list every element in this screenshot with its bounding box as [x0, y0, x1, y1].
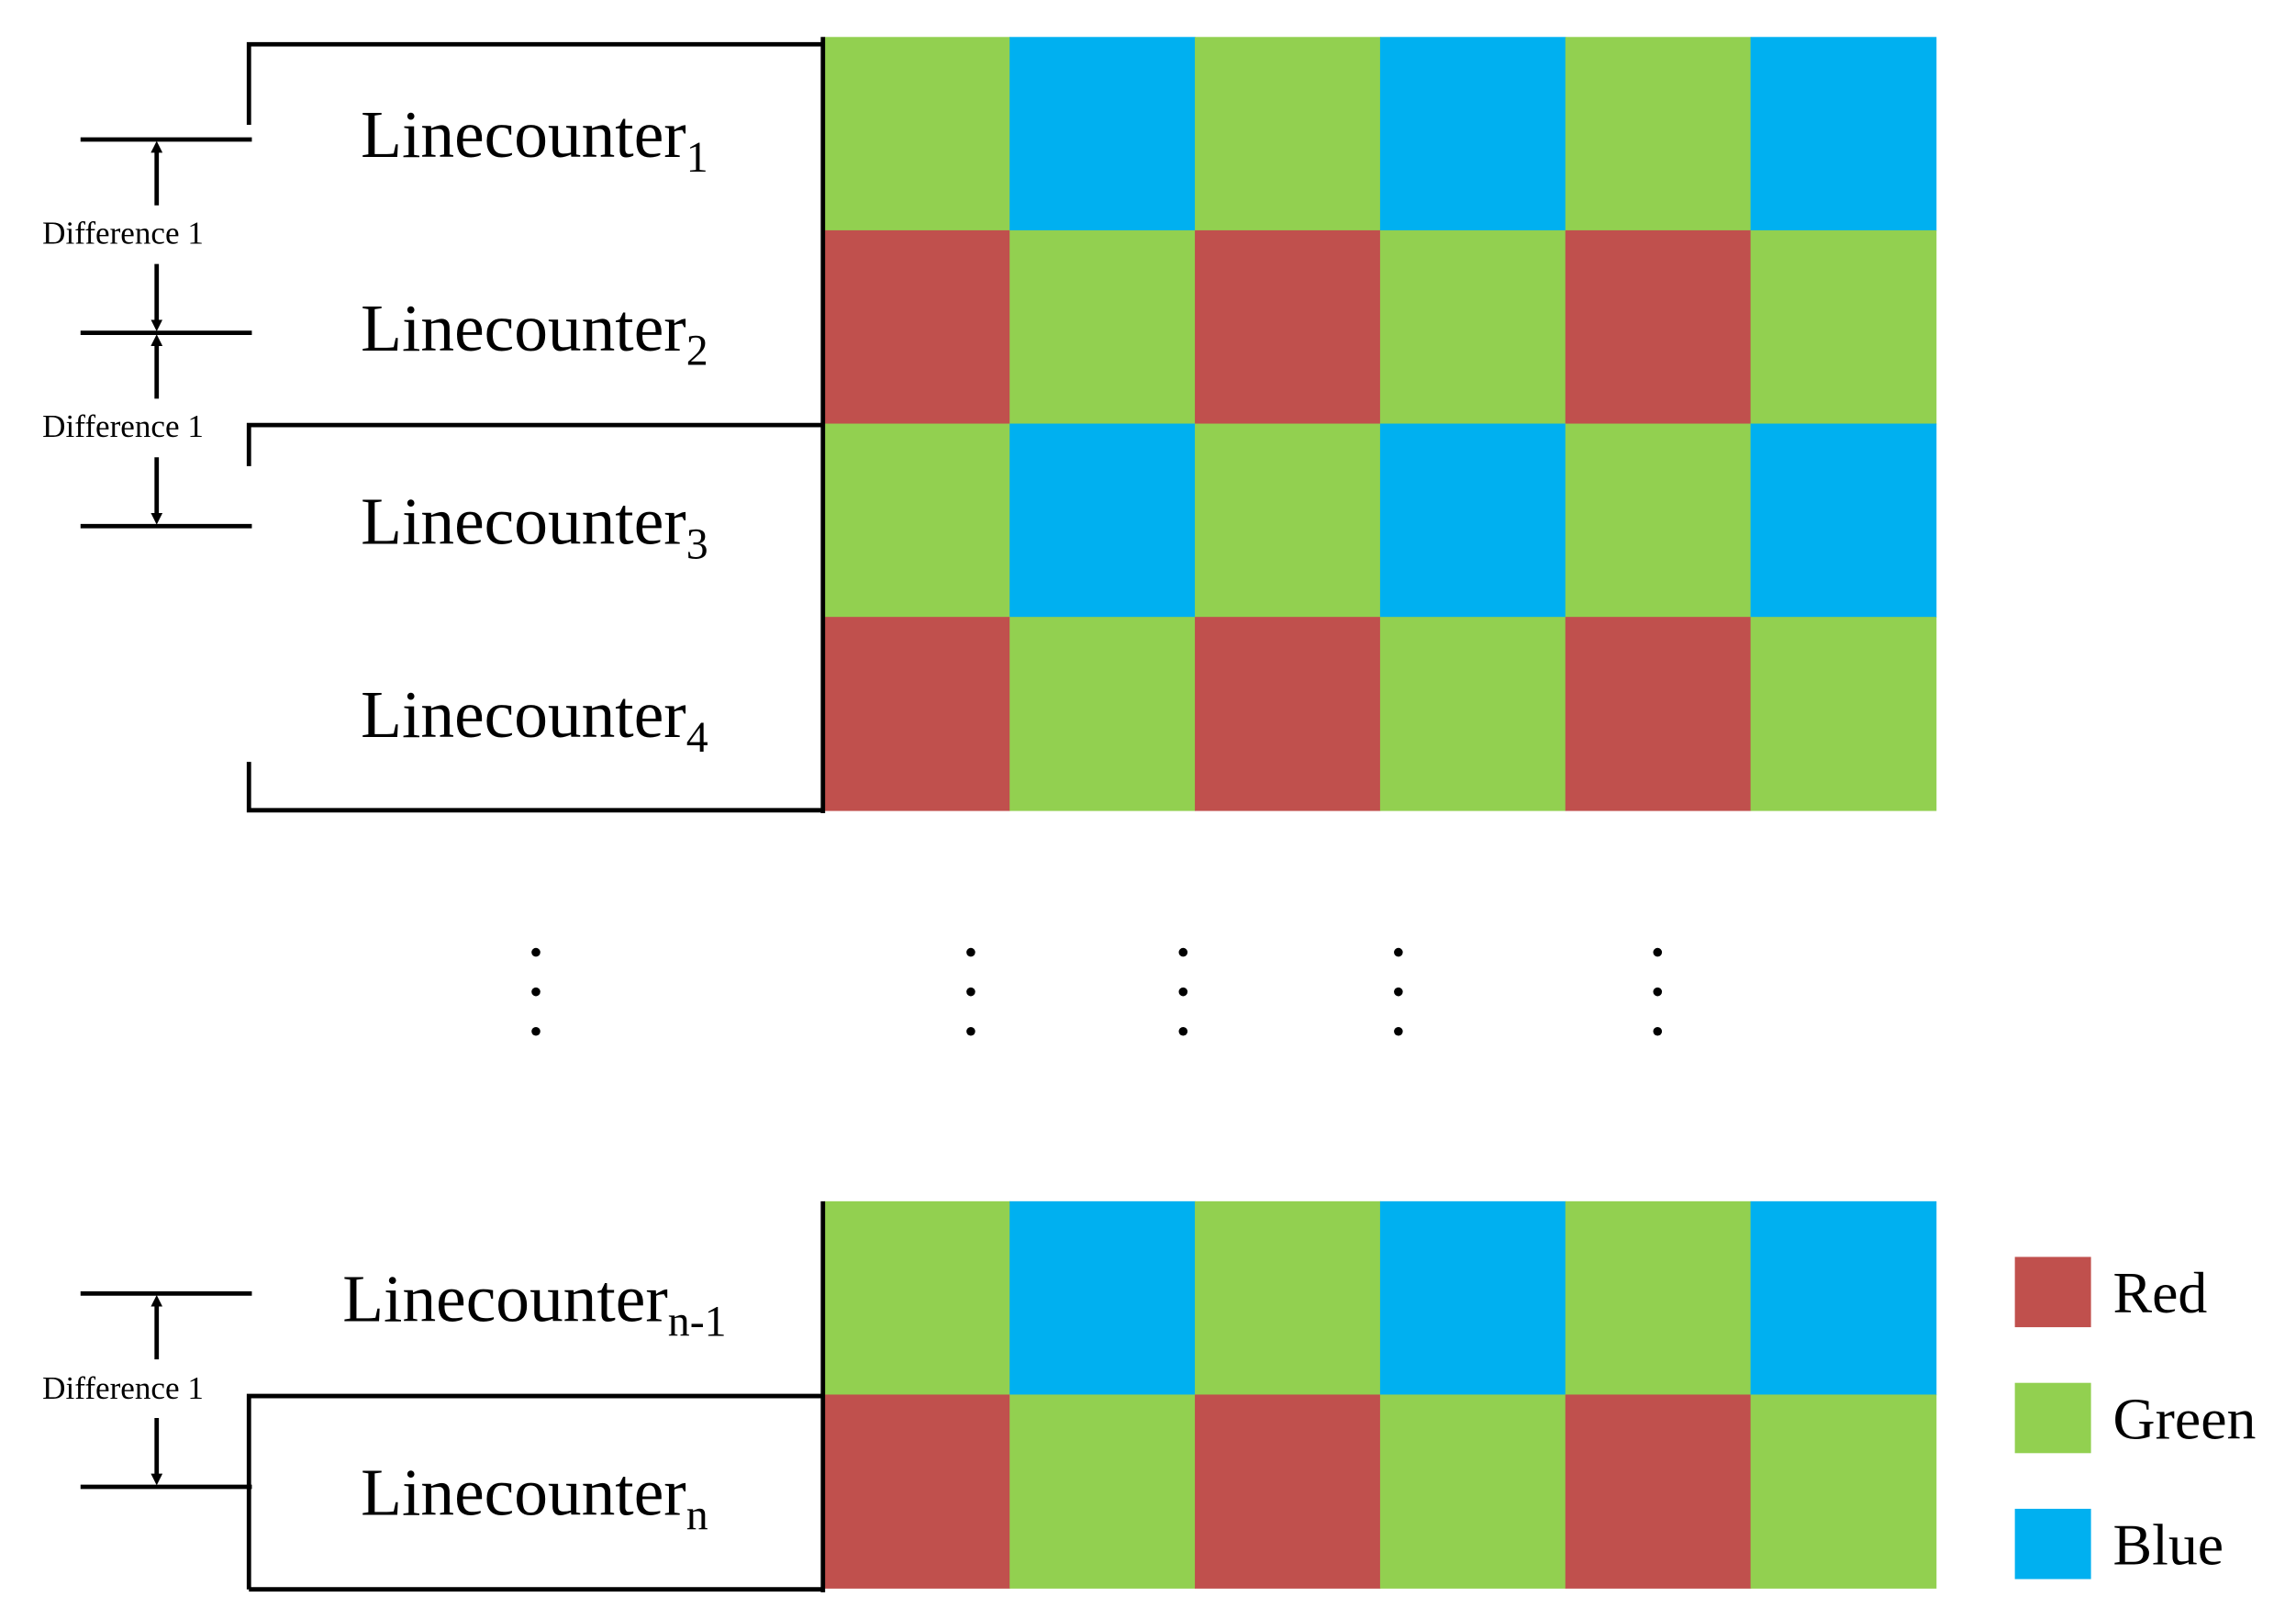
- dot: [966, 987, 975, 997]
- label-subscript: n-1: [668, 1298, 727, 1346]
- legend-swatch: [2014, 1508, 2091, 1580]
- pixel: [824, 617, 1011, 811]
- row-label: Linecounter2: [361, 291, 708, 375]
- row-label: Linecountern: [361, 1455, 708, 1539]
- difference-label: Difference 1: [42, 408, 204, 444]
- dot: [531, 1026, 541, 1036]
- pixel: [1195, 617, 1381, 811]
- pixel: [1195, 1200, 1381, 1396]
- difference-label: Difference 1: [42, 1370, 204, 1406]
- label-text: Linecounter: [361, 291, 686, 365]
- difference-label: Difference 1: [42, 215, 204, 251]
- pixel: [1750, 1394, 1937, 1589]
- dot: [966, 1026, 975, 1036]
- pixel: [1565, 1394, 1752, 1589]
- pixel: [1750, 37, 1937, 231]
- legend-swatch: [2014, 1382, 2091, 1454]
- dot: [1178, 1026, 1188, 1036]
- dot: [1394, 947, 1403, 957]
- row-label: Linecounter1: [361, 97, 708, 182]
- row-labels: Linecounter1Linecounter2Linecounter3Line…: [342, 97, 726, 1539]
- row-label: Linecountern-1: [342, 1262, 726, 1346]
- label-brackets: [246, 37, 826, 1592]
- pixel: [824, 1200, 1011, 1396]
- pixel: [1565, 423, 1752, 618]
- dot: [1653, 947, 1663, 957]
- pixel: [1379, 1394, 1566, 1589]
- pixel: [824, 37, 1011, 231]
- legend-label: Blue: [2113, 1513, 2224, 1578]
- label-subscript: n: [686, 1491, 708, 1539]
- legend-label: Red: [2113, 1260, 2208, 1325]
- pixel: [1750, 229, 1937, 425]
- row-label: Linecounter3: [361, 484, 708, 568]
- pixel: [1379, 1200, 1566, 1396]
- legend-swatch: [2014, 1256, 2091, 1328]
- legend-label: Green: [2113, 1386, 2257, 1451]
- row-label: Linecounter4: [361, 677, 708, 762]
- pixel: [1379, 37, 1566, 231]
- ellipsis: [531, 947, 1663, 1036]
- dot: [1178, 947, 1188, 957]
- pixel: [1195, 1394, 1381, 1589]
- pixel: [1565, 1200, 1752, 1396]
- pixel: [1750, 617, 1937, 811]
- dot: [531, 987, 541, 997]
- pixel: [1009, 1394, 1196, 1589]
- dot: [531, 947, 541, 957]
- pixel: [1379, 229, 1566, 425]
- dot: [1653, 987, 1663, 997]
- bracket: [246, 422, 823, 466]
- pixel: [1195, 423, 1381, 618]
- pixel: [1565, 229, 1752, 425]
- pixel: [824, 229, 1011, 425]
- pixel: [1195, 229, 1381, 425]
- label-text: Linecounter: [342, 1262, 668, 1336]
- legend: Red Green Blue: [2014, 1256, 2257, 1580]
- bracket: [246, 762, 823, 813]
- pixel: [1009, 37, 1196, 231]
- dot: [1394, 987, 1403, 997]
- dot: [966, 947, 975, 957]
- pixel-grid: [824, 37, 1937, 1589]
- pixel: [1565, 617, 1752, 811]
- pixel: [1195, 37, 1381, 231]
- pixel: [1009, 617, 1196, 811]
- pixel: [1009, 229, 1196, 425]
- pixel: [824, 423, 1011, 618]
- bracket: [246, 1393, 823, 1592]
- label-subscript: 3: [686, 519, 708, 568]
- dot: [1653, 1026, 1663, 1036]
- label-subscript: 2: [686, 327, 708, 375]
- bracket: [246, 41, 823, 126]
- label-text: Linecounter: [361, 484, 686, 558]
- dot: [1394, 1026, 1403, 1036]
- label-text: Linecounter: [361, 677, 686, 752]
- pixel: [1009, 1200, 1196, 1396]
- difference-markers: Difference 1 Difference 1 Difference 1: [42, 137, 252, 1490]
- pixel: [1379, 423, 1566, 618]
- pixel: [1009, 423, 1196, 618]
- pixel: [824, 1394, 1011, 1589]
- label-text: Linecounter: [361, 97, 686, 172]
- pixel: [1379, 617, 1566, 811]
- pixel: [1750, 423, 1937, 618]
- dot: [1178, 987, 1188, 997]
- label-subscript: 4: [686, 713, 708, 762]
- label-subscript: 1: [686, 133, 708, 182]
- pixel: [1565, 37, 1752, 231]
- label-text: Linecounter: [361, 1455, 686, 1529]
- pixel: [1750, 1200, 1937, 1396]
